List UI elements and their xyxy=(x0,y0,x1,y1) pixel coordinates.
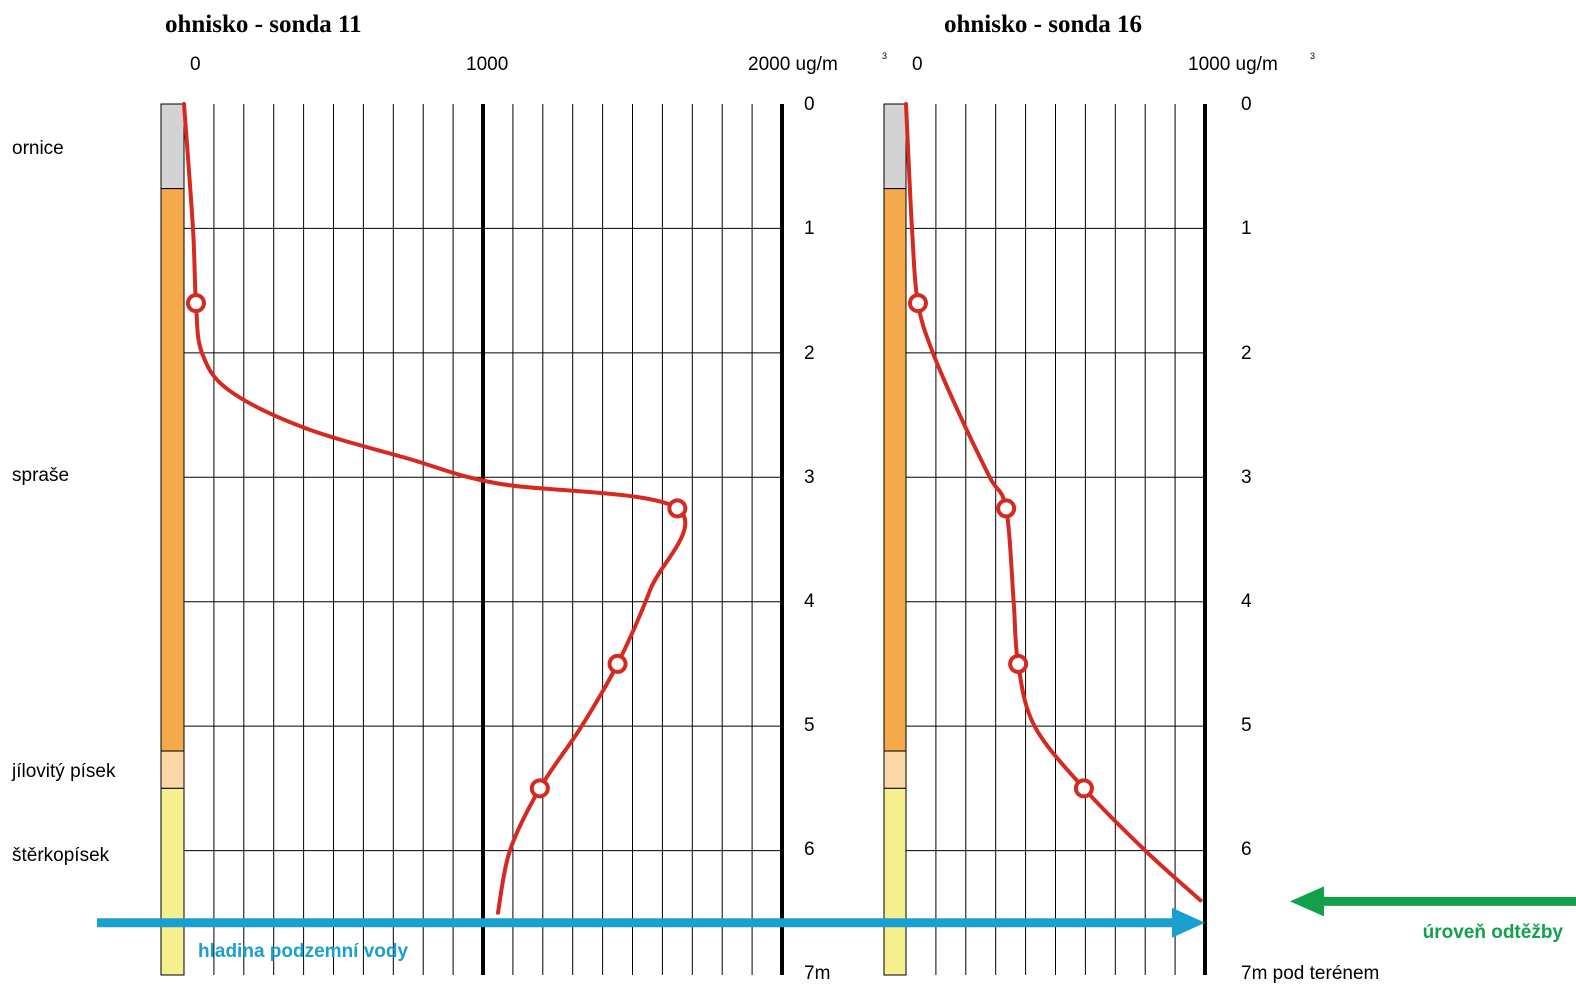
excavation-arrow-head xyxy=(1290,886,1324,917)
soil-layer-band xyxy=(160,188,185,752)
depth-tick-label: 6 xyxy=(1241,839,1252,860)
chart-grids xyxy=(183,104,1207,975)
x-tick-label: 1000 xyxy=(466,54,508,75)
chart-title-sonda-11: ohnisko - sonda 11 xyxy=(165,11,362,38)
depth-tick-label: 5 xyxy=(1241,715,1252,736)
sample-point xyxy=(996,498,1017,519)
sample-point xyxy=(1008,653,1029,674)
soil-layer-columns xyxy=(160,103,907,976)
sample-point xyxy=(907,293,928,314)
soil-layer-band xyxy=(883,103,907,190)
depth-tick-label: 5 xyxy=(804,715,815,736)
soil-layer-band xyxy=(160,103,185,190)
soil-layer-band xyxy=(160,750,185,789)
soil-layer-label: jílovitý písek xyxy=(11,761,116,782)
concentration-line xyxy=(904,102,1203,903)
sample-point xyxy=(529,778,550,799)
excavation-label: úroveň odtěžby xyxy=(1423,922,1564,943)
soil-layer-label: štěrkopísek xyxy=(12,845,110,866)
sample-point xyxy=(667,498,688,519)
soil-layer-label: spraše xyxy=(12,465,69,486)
soil-layer-band xyxy=(883,188,907,752)
soil-layer-band xyxy=(160,787,185,976)
sample-point xyxy=(607,653,628,674)
sample-point xyxy=(1073,778,1094,799)
depth-tick-label: 1 xyxy=(1241,218,1252,239)
depth-tick-label: 0 xyxy=(1241,94,1252,115)
concentration-line xyxy=(182,102,688,915)
depth-tick-label: 4 xyxy=(1241,591,1252,612)
depth-tick-label: 3 xyxy=(804,467,815,488)
chart-title-sonda-16: ohnisko - sonda 16 xyxy=(944,11,1142,38)
depth-tick-label: 7m pod terénem xyxy=(1241,963,1379,984)
depth-tick-label: 6 xyxy=(804,839,815,860)
x-tick-label: 1000 ug/m xyxy=(1188,54,1278,75)
concentration-curves xyxy=(182,102,1203,915)
soil-layer-band xyxy=(883,787,907,976)
depth-tick-label: 2 xyxy=(804,343,815,364)
x-tick-label: 0 xyxy=(912,54,923,75)
unit-superscript: 3 xyxy=(882,51,887,61)
depth-tick-label: 1 xyxy=(804,218,815,239)
depth-tick-label: 3 xyxy=(1241,467,1252,488)
x-tick-label: 0 xyxy=(190,54,201,75)
depth-tick-label: 7m xyxy=(804,963,830,984)
groundwater-arrow-head xyxy=(1172,907,1205,938)
sample-point xyxy=(185,293,206,314)
soil-layer-label: ornice xyxy=(12,138,64,159)
groundwater-label: hladina podzemní vody xyxy=(198,941,409,962)
x-tick-label: 2000 ug/m xyxy=(748,54,838,75)
depth-tick-label: 0 xyxy=(804,94,815,115)
depth-tick-label: 4 xyxy=(804,591,815,612)
water-level-arrows xyxy=(97,886,1576,938)
depth-tick-label: 2 xyxy=(1241,343,1252,364)
unit-superscript: 3 xyxy=(1310,51,1315,61)
soil-layer-band xyxy=(883,750,907,789)
